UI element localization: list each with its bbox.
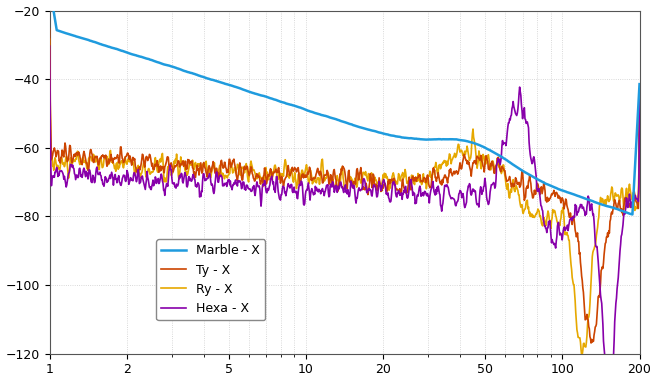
Line: Ry - X: Ry - X: [50, 39, 639, 356]
Hexa - X: [106, 173, 114, 177]
Line: Marble - X: Marble - X: [50, 0, 639, 214]
Hexa - X: [284, 181, 292, 186]
Ry - X: [106, 150, 114, 154]
Ry - X: [516, 202, 524, 207]
Ry - X: [306, 178, 313, 183]
Ry - X: [578, 353, 585, 358]
Ry - X: [284, 172, 292, 176]
Hexa - X: [451, 198, 459, 203]
Marble - X: [506, 160, 514, 165]
Hexa - X: [635, 93, 643, 98]
Ty - X: [306, 165, 313, 170]
Ty - X: [46, 27, 54, 31]
Legend: Marble - X, Ty - X, Ry - X, Hexa - X: Marble - X, Ty - X, Ry - X, Hexa - X: [156, 239, 265, 320]
Hexa - X: [46, 44, 54, 49]
Ry - X: [46, 37, 54, 42]
Ty - X: [106, 159, 114, 163]
Marble - X: [106, 45, 114, 49]
Marble - X: [629, 212, 637, 217]
Ry - X: [506, 196, 514, 201]
Hexa - X: [516, 89, 524, 94]
Ry - X: [451, 151, 459, 155]
Line: Hexa - X: Hexa - X: [50, 46, 639, 382]
Ty - X: [451, 172, 459, 176]
Line: Ty - X: Ty - X: [50, 29, 639, 343]
Hexa - X: [306, 190, 313, 195]
Ty - X: [506, 174, 514, 179]
Hexa - X: [506, 117, 514, 121]
Marble - X: [516, 167, 524, 172]
Marble - X: [635, 82, 643, 86]
Marble - X: [284, 102, 292, 106]
Ty - X: [635, 96, 643, 100]
Marble - X: [306, 109, 313, 113]
Marble - X: [451, 137, 459, 142]
Ty - X: [284, 163, 292, 168]
Ty - X: [516, 184, 524, 189]
Ry - X: [635, 89, 643, 93]
Ty - X: [587, 341, 595, 345]
